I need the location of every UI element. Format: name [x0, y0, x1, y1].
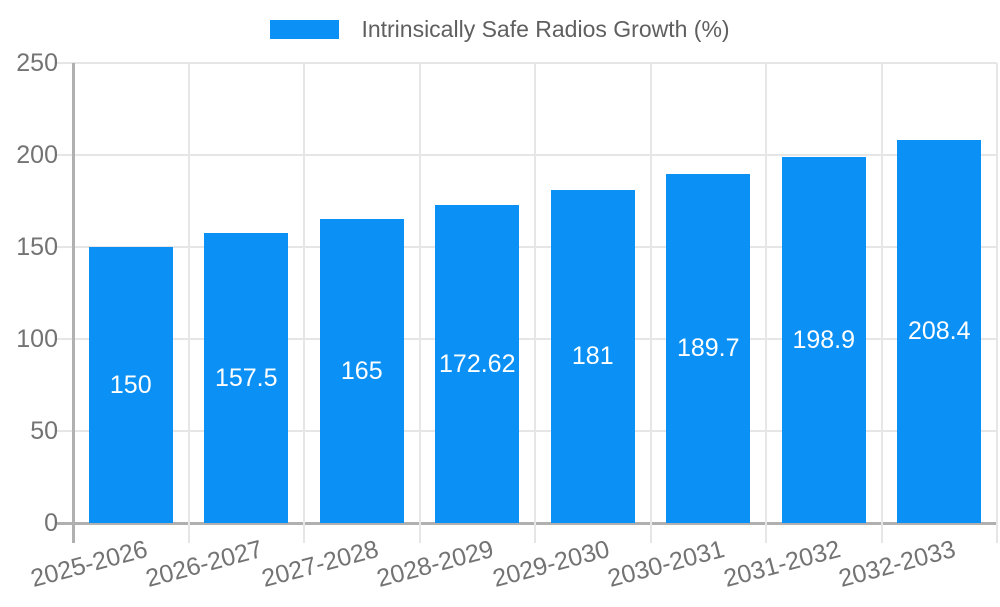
- y-tick-label: 0: [44, 509, 58, 537]
- legend-label: Intrinsically Safe Radios Growth (%): [361, 16, 730, 42]
- x-gridline: [418, 63, 421, 543]
- y-gridline: [55, 430, 997, 432]
- bar-value-label: 208.4: [907, 317, 971, 346]
- y-gridline: [55, 246, 997, 248]
- y-tick-label: 150: [16, 233, 58, 261]
- bar-value-label: 157.5: [214, 364, 278, 393]
- y-tick-label: 100: [16, 325, 58, 353]
- bar-value-label: 198.9: [792, 326, 856, 354]
- bar[interactable]: [897, 139, 982, 523]
- bar[interactable]: [666, 173, 751, 523]
- y-tick-label: 200: [16, 141, 58, 169]
- x-gridline: [187, 63, 190, 543]
- legend-swatch: [270, 20, 340, 39]
- y-tick-label: 50: [30, 417, 58, 445]
- legend[interactable]: Intrinsically Safe Radios Growth (%): [0, 16, 1000, 43]
- y-gridline: [55, 338, 997, 340]
- y-axis-line: [72, 63, 75, 543]
- x-gridline: [303, 63, 305, 543]
- bar[interactable]: [435, 205, 520, 523]
- bar-value-label: 189.7: [676, 334, 740, 363]
- bar[interactable]: [319, 219, 404, 523]
- x-gridline: [880, 63, 883, 543]
- x-gridline: [765, 63, 767, 543]
- bar[interactable]: [204, 233, 289, 523]
- bar-value-label: 172.62: [439, 350, 516, 379]
- y-gridline: [55, 62, 997, 64]
- bar-value-label: 181: [571, 342, 614, 371]
- bar[interactable]: [550, 189, 635, 523]
- bar-value-label: 150: [109, 371, 152, 399]
- x-gridline: [996, 63, 998, 543]
- bar[interactable]: [781, 157, 866, 523]
- y-gridline: [55, 154, 997, 156]
- x-gridline: [649, 63, 652, 543]
- x-gridline: [534, 63, 536, 543]
- x-axis-line: [55, 522, 997, 525]
- bar[interactable]: [88, 247, 173, 523]
- y-tick-label: 250: [16, 49, 58, 77]
- bar-value-label: 165: [340, 357, 383, 386]
